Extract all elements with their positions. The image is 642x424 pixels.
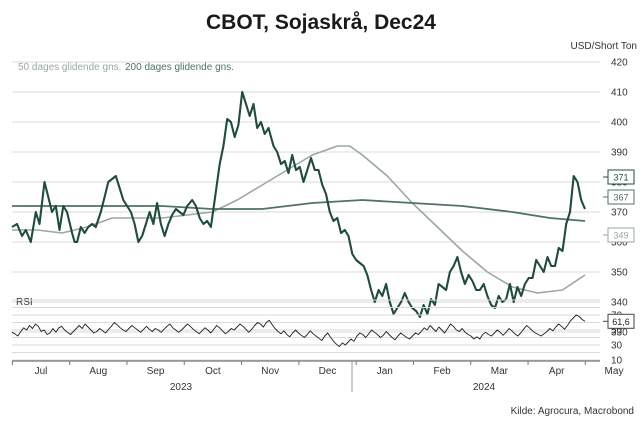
main-plot: [11, 90, 586, 319]
year-label-2024: 2024: [473, 382, 496, 393]
x-tick-label: Mar: [491, 366, 509, 377]
x-axis: Jul Aug Sep Oct Nov Dec Jan Feb Mar Apr May: [11, 361, 624, 392]
main-y-tick-label: 400: [611, 118, 628, 129]
main-y-tick-label: 360: [611, 238, 628, 249]
main-y-tick-label: 330: [611, 328, 628, 339]
x-tick-label: Aug: [89, 366, 107, 377]
main-y-tick-label: 390: [611, 148, 628, 159]
x-tick-label: Jan: [377, 366, 393, 377]
legend-200-day-ma: 200 dages glidende gns.: [125, 62, 234, 73]
x-tick-label: Sep: [147, 366, 165, 377]
end-label-ma50: 349: [603, 227, 635, 243]
end-label-ma200: 367: [603, 189, 635, 205]
source-note: Kilde: Agrocura, Macrobond: [511, 406, 634, 417]
x-tick-label: Oct: [205, 366, 221, 377]
unit-label: USD/Short Ton: [570, 41, 637, 52]
rsi-plot: 61,6: [11, 313, 635, 347]
legend-50-day-ma: 50 dages glidende gns.: [18, 62, 121, 73]
x-tick-label: May: [605, 366, 624, 377]
end-labels: 371 367 349: [603, 169, 635, 243]
series-line-ma200: [12, 199, 586, 222]
rsi-line: [11, 314, 586, 347]
end-label-text-ma50: 349: [613, 231, 628, 241]
legend: 50 dages glidende gns. 200 dages glidend…: [18, 62, 234, 73]
rsi-end-label-text: 61,6: [612, 317, 630, 327]
main-y-tick-label: 410: [611, 88, 628, 99]
x-tick-label: Nov: [261, 366, 279, 377]
end-label-text-ma200: 367: [613, 193, 628, 203]
end-label-text-price: 371: [613, 173, 628, 183]
x-tick-label: Dec: [319, 366, 337, 377]
end-label-price: 371: [603, 169, 635, 185]
series-line-price: [11, 90, 586, 319]
rsi-label: RSI: [16, 297, 33, 308]
rsi-grid: [12, 299, 600, 361]
rsi-y-tick-label: 30: [611, 341, 623, 352]
x-tick-label: Jul: [35, 366, 48, 377]
main-grid: [12, 61, 600, 333]
rsi-end-label: 61,6: [603, 313, 635, 329]
rsi-y-tick-label: 10: [611, 356, 623, 367]
series-line-ma50: [12, 145, 586, 294]
x-tick-label: Feb: [433, 366, 451, 377]
main-y-tick-label: 370: [611, 208, 628, 219]
main-y-tick-label: 420: [611, 58, 628, 69]
chart-title: CBOT, Sojaskrå, Dec24: [206, 11, 436, 34]
main-y-tick-label: 350: [611, 268, 628, 279]
rsi-y-tick-label: 50: [611, 326, 623, 337]
main-y-tick-label: 340: [611, 298, 628, 309]
year-label-2023: 2023: [170, 382, 193, 393]
x-tick-label: Apr: [549, 366, 565, 377]
